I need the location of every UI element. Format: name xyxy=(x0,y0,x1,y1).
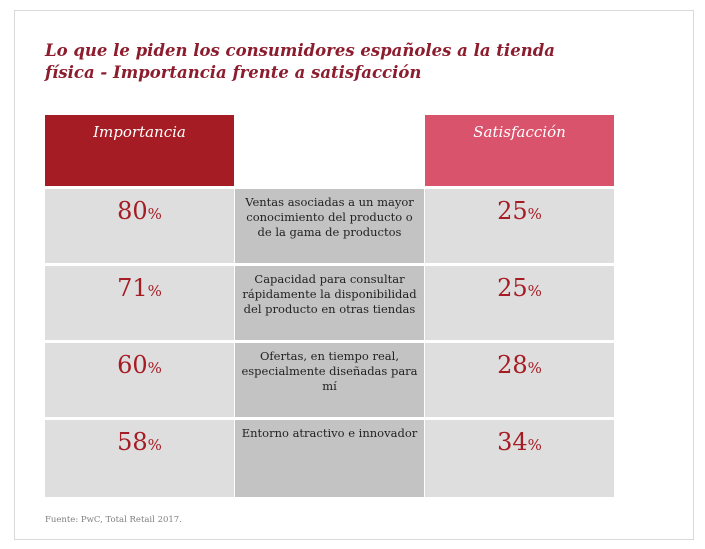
percent-sign: % xyxy=(527,282,542,300)
satisfaction-header: Satisfacción xyxy=(425,115,614,186)
satisfaction-cell-3: 28% xyxy=(425,343,614,417)
percent-sign: % xyxy=(527,205,542,223)
importance-value: 71 xyxy=(117,274,148,302)
satisfaction-value: 28 xyxy=(497,351,528,379)
percent-sign: % xyxy=(147,436,162,454)
percent-sign: % xyxy=(527,359,542,377)
description-cell-4: Entorno atractivo e innovador xyxy=(235,420,424,497)
percent-sign: % xyxy=(147,205,162,223)
importance-cell-1: 80% xyxy=(45,189,234,263)
satisfaction-value: 25 xyxy=(497,274,528,302)
satisfaction-cell-1: 25% xyxy=(425,189,614,263)
description-cell-3: Ofertas, en tiempo real, especialmente d… xyxy=(235,343,424,417)
importance-cell-4: 58% xyxy=(45,420,234,497)
satisfaction-cell-4: 34% xyxy=(425,420,614,497)
satisfaction-value: 25 xyxy=(497,197,528,225)
title-line-2: física - Importancia frente a satisfacci… xyxy=(45,63,422,82)
page-title: Lo que le piden los consumidores español… xyxy=(45,40,625,84)
satisfaction-value: 34 xyxy=(497,428,528,456)
importance-header: Importancia xyxy=(45,115,234,186)
slide-frame xyxy=(14,10,694,540)
source-note: Fuente: PwC, Total Retail 2017. xyxy=(45,515,182,525)
description-cell-2: Capacidad para consultar rápidamente la … xyxy=(235,266,424,340)
importance-value: 80 xyxy=(117,197,148,225)
percent-sign: % xyxy=(147,282,162,300)
importance-cell-2: 71% xyxy=(45,266,234,340)
percent-sign: % xyxy=(147,359,162,377)
percent-sign: % xyxy=(527,436,542,454)
title-line-1: Lo que le piden los consumidores español… xyxy=(45,41,555,60)
importance-value: 58 xyxy=(117,428,148,456)
importance-value: 60 xyxy=(117,351,148,379)
satisfaction-cell-2: 25% xyxy=(425,266,614,340)
description-cell-1: Ventas asociadas a un mayor conocimiento… xyxy=(235,189,424,263)
importance-cell-3: 60% xyxy=(45,343,234,417)
